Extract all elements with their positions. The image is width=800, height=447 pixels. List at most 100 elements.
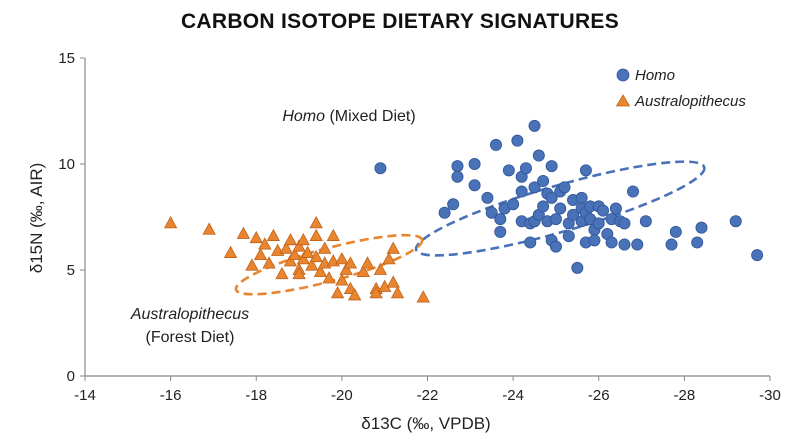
point-homo [751,249,764,262]
point-homo [537,174,550,187]
point-homo [549,213,562,226]
point-australopithecus [275,266,289,280]
australopithecus-annotation-diet: (Forest Diet) [146,329,235,346]
point-homo [507,198,520,211]
point-australopithecus [300,245,315,258]
point-australopithecus [390,285,405,299]
point-homo [515,185,528,198]
tick-labels: -14 -16 -18 -20 -22 -24 -26 -28 -30 0 5 10 15 [58,50,781,404]
legend-australopithecus-label: Australopithecus [634,93,746,110]
homo-annotation-genus: Homo [282,108,325,125]
point-homo [627,185,640,198]
point-homo [669,225,682,238]
point-homo [618,217,631,230]
ellipse-layer [234,160,706,296]
point-australopithecus [296,252,311,265]
point-homo [451,170,464,183]
point-homo [489,138,502,151]
legend-homo-marker [616,68,630,82]
point-homo [468,179,481,192]
point-australopithecus [288,247,302,261]
point-homo [618,238,631,251]
point-homo [532,149,545,162]
point-australopithecus [262,256,276,269]
point-homo [468,157,481,170]
point-homo [575,191,588,204]
point-australopithecus [296,232,311,246]
point-australopithecus [330,285,345,299]
point-australopithecus [369,285,383,299]
point-australopithecus [305,258,319,271]
point-homo [438,206,451,219]
point-australopithecus [360,256,375,269]
chart-title: CARBON ISOTOPE DIETARY SIGNATURES [180,10,620,33]
point-australopithecus [313,264,328,278]
x-tick-label: -24 [502,387,524,404]
point-australopithecus [283,232,298,246]
x-tick-label: -26 [588,387,610,404]
point-homo [519,162,532,175]
point-homo [528,181,541,194]
point-australopithecus [343,256,358,269]
australopithecus-annotation-genus: Australopithecus [130,306,249,323]
point-australopithecus [386,241,400,254]
x-tick-label: -18 [245,387,267,404]
point-homo [588,234,601,247]
point-australopithecus [335,252,349,265]
x-tick-label: -14 [74,387,96,404]
point-australopithecus [326,228,340,241]
point-australopithecus [309,216,323,229]
point-homo [597,204,610,217]
point-homo [549,240,562,253]
point-australopithecus [163,216,178,229]
point-homo [567,208,580,221]
x-axis-title: δ13C (‰, VPDB) [361,414,490,433]
point-homo [485,206,498,219]
point-homo [494,225,507,238]
point-homo [524,236,537,249]
homo-annotation: Homo (Mixed Diet) [282,108,415,125]
point-homo [558,181,571,194]
points-layer [163,119,764,303]
point-australopithecus [253,247,268,261]
point-homo [592,217,605,230]
y-tick-label: 15 [58,50,75,67]
y-tick-label: 5 [67,262,75,279]
point-homo [571,261,584,274]
y-tick-label: 0 [67,368,75,385]
x-tick-label: -20 [331,387,353,404]
point-homo [631,238,644,251]
legend: Homo Australopithecus [615,67,746,110]
point-australopithecus [245,258,259,271]
point-australopithecus [339,262,353,275]
point-homo [562,230,575,243]
x-tick-label: -30 [759,387,781,404]
point-homo [579,164,592,177]
point-australopithecus [309,249,323,263]
point-australopithecus [386,275,400,288]
point-homo [691,236,704,249]
point-australopithecus [279,241,293,254]
point-australopithecus [249,230,263,244]
point-australopithecus [348,288,362,301]
point-homo [447,198,460,211]
point-australopithecus [356,264,370,278]
point-homo [729,215,742,228]
point-homo [481,191,494,204]
point-australopithecus [309,228,323,241]
point-australopithecus [223,245,238,258]
point-australopithecus [382,252,396,265]
point-australopithecus [373,262,388,275]
x-tick-label: -22 [417,387,439,404]
point-homo [554,202,567,215]
point-australopithecus [258,237,272,250]
point-australopithecus [335,273,349,286]
point-australopithecus [292,266,306,280]
point-homo [528,119,541,132]
point-homo [494,213,507,226]
point-australopithecus [266,228,281,241]
point-australopithecus [283,254,298,267]
point-homo [451,160,464,173]
point-australopithecus [416,290,430,303]
